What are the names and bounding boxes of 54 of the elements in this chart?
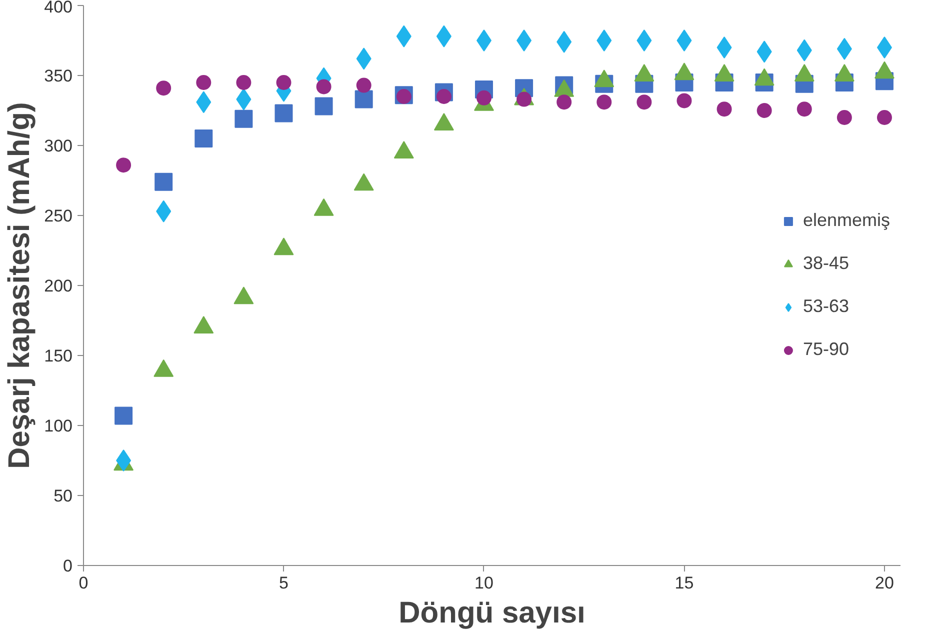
- point: [596, 30, 612, 52]
- point: [156, 80, 172, 96]
- legend-label: 38-45: [802, 253, 850, 274]
- y-tick-label: 200: [44, 276, 73, 296]
- point: [636, 30, 652, 52]
- point: [196, 75, 212, 90]
- y-tick-label: 0: [63, 556, 73, 576]
- x-axis-title: Döngü sayısı: [398, 596, 586, 630]
- legend-label: 53-63: [802, 296, 850, 317]
- point: [236, 75, 252, 90]
- point: [154, 172, 173, 191]
- point: [116, 158, 132, 173]
- point: [354, 90, 373, 108]
- point: [116, 450, 132, 472]
- x-tick-label: 20: [875, 574, 894, 592]
- point: [316, 79, 332, 94]
- legend-label: elenmemiş: [802, 210, 890, 231]
- point: [314, 97, 333, 116]
- point: [636, 94, 652, 110]
- point: [274, 104, 293, 122]
- point: [114, 406, 133, 425]
- point: [476, 90, 492, 106]
- point: [876, 36, 892, 58]
- point: [356, 78, 372, 93]
- point: [396, 89, 412, 104]
- point: [716, 102, 732, 117]
- y-tick-label: 250: [44, 206, 73, 226]
- point: [194, 130, 213, 148]
- y-tick-label: 50: [54, 486, 73, 506]
- legend-label: 75-90: [802, 339, 850, 360]
- point: [436, 89, 452, 104]
- point: [276, 75, 292, 90]
- y-tick-label: 300: [44, 136, 73, 156]
- y-tick-label: 100: [44, 416, 73, 436]
- point: [716, 36, 732, 58]
- point: [234, 110, 253, 128]
- point: [516, 30, 532, 52]
- point: [596, 94, 612, 110]
- point: [556, 94, 572, 110]
- point: [476, 30, 492, 52]
- y-tick-label: 400: [44, 0, 73, 16]
- x-tick-label: 0: [78, 574, 88, 592]
- point: [676, 30, 692, 52]
- y-tick-label: 150: [44, 346, 73, 366]
- x-tick-label: 5: [279, 574, 288, 592]
- x-tick-label: 10: [474, 574, 494, 592]
- point: [836, 110, 852, 125]
- y-tick-label: 350: [44, 66, 73, 86]
- x-tick-label: 15: [674, 574, 694, 592]
- point: [756, 103, 772, 118]
- point: [676, 93, 692, 108]
- point: [796, 102, 812, 117]
- y-axis-title: Deşarj kapasitesi (mAh/g): [3, 102, 36, 469]
- point: [876, 110, 892, 125]
